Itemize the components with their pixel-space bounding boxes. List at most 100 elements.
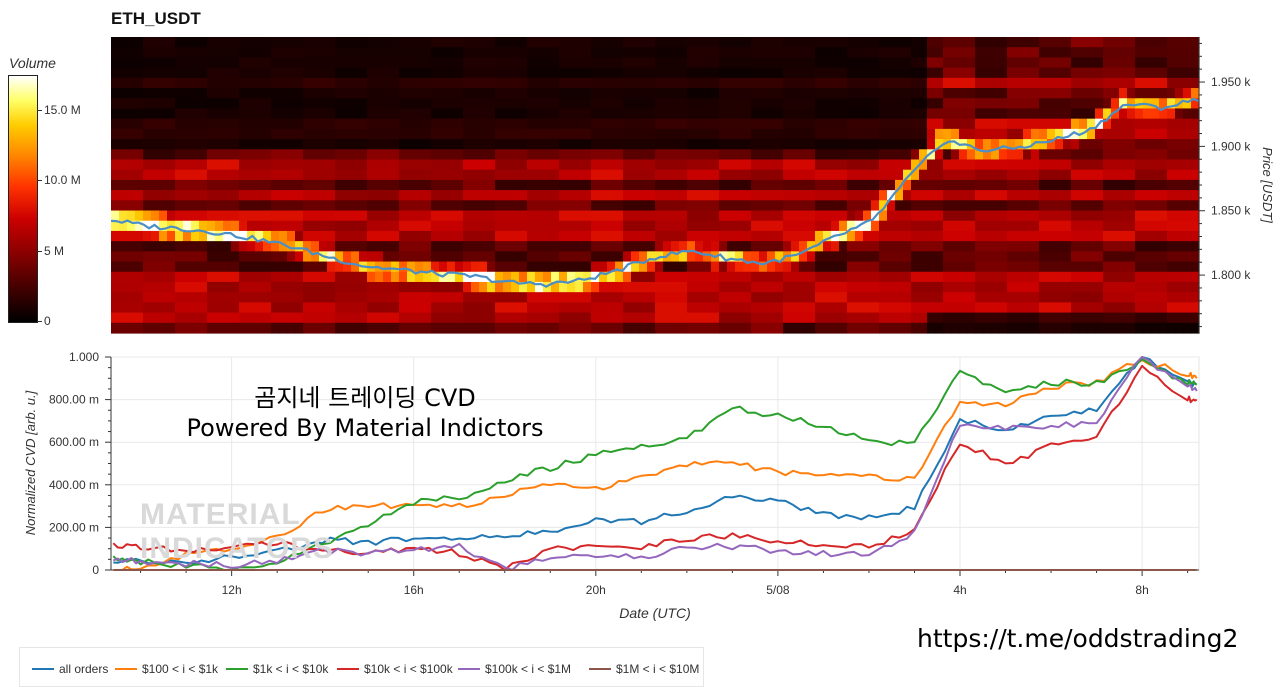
- heatmap-cell: [879, 312, 888, 324]
- heatmap-cell: [1087, 230, 1096, 242]
- heatmap-cell: [783, 281, 792, 293]
- heatmap-cell: [215, 271, 224, 283]
- heatmap-cell: [543, 230, 552, 242]
- heatmap-cell: [1103, 88, 1112, 99]
- heatmap-cell: [183, 302, 192, 314]
- heatmap-cell: [223, 200, 232, 212]
- heatmap-cell: [303, 37, 312, 48]
- heatmap-cell: [623, 230, 632, 242]
- heatmap-cell: [583, 47, 592, 59]
- heatmap-cell: [455, 230, 464, 242]
- heatmap-cell: [895, 47, 904, 59]
- heatmap-cell: [271, 251, 280, 263]
- heatmap-cell: [559, 57, 568, 69]
- heatmap-cell: [767, 149, 776, 161]
- heatmap-cell: [1039, 169, 1048, 181]
- heatmap-cell: [1039, 47, 1048, 59]
- heatmap-cell: [127, 322, 136, 334]
- heatmap-cell: [703, 67, 712, 79]
- heatmap-cell: [471, 169, 480, 181]
- heatmap-cell: [1047, 108, 1056, 120]
- cvd-x-tick-label: 8h: [1135, 583, 1148, 597]
- heatmap-cell: [327, 169, 336, 181]
- heatmap-cell: [815, 77, 824, 89]
- heatmap-cell: [775, 88, 784, 99]
- heatmap-cell: [991, 292, 1000, 303]
- heatmap-cell: [695, 37, 704, 48]
- heatmap-cell: [135, 312, 144, 324]
- heatmap-cell: [991, 88, 1000, 99]
- heatmap-cell: [1135, 128, 1144, 140]
- heatmap-cell: [175, 271, 184, 283]
- heatmap-cell: [415, 210, 424, 222]
- heatmap-cell: [847, 149, 856, 161]
- heatmap-cell: [679, 251, 688, 263]
- heatmap-cell: [527, 98, 536, 110]
- heatmap-cell: [967, 241, 976, 252]
- heatmap-cell: [1151, 169, 1160, 181]
- heatmap-cell: [1151, 37, 1160, 48]
- heatmap-cell: [919, 47, 928, 59]
- heatmap-cell: [1031, 220, 1040, 232]
- heatmap-cell: [455, 37, 464, 48]
- heatmap-cell: [623, 312, 632, 324]
- heatmap-cell: [423, 241, 432, 252]
- heatmap-cell: [1031, 179, 1040, 191]
- legend-item[interactable]: $1M < i < $10M: [589, 662, 699, 676]
- heatmap-cell: [671, 47, 680, 59]
- heatmap-cell: [967, 292, 976, 303]
- legend-item[interactable]: $1k < i < $10k: [226, 662, 328, 676]
- heatmap-cell: [951, 210, 960, 222]
- heatmap-cell: [887, 261, 896, 273]
- heatmap-cell: [415, 169, 424, 181]
- heatmap-cell: [1175, 77, 1184, 89]
- heatmap-cell: [903, 251, 912, 263]
- heatmap-cell: [111, 251, 120, 263]
- legend-item[interactable]: all orders: [32, 662, 108, 676]
- heatmap-cell: [1159, 179, 1168, 191]
- legend-item[interactable]: $100 < i < $1k: [115, 662, 218, 676]
- heatmap-cell: [935, 200, 944, 212]
- heatmap-cell: [263, 230, 272, 242]
- heatmap-cell: [895, 67, 904, 79]
- heatmap-cell: [999, 159, 1008, 171]
- heatmap-cell: [1079, 159, 1088, 171]
- heatmap-cell: [991, 241, 1000, 252]
- heatmap-cell: [111, 57, 120, 69]
- heatmap-cell: [303, 47, 312, 59]
- heatmap-cell: [431, 261, 440, 273]
- heatmap-cell: [615, 220, 624, 232]
- heatmap-cell: [1095, 67, 1104, 79]
- heatmap-cell: [399, 302, 408, 314]
- heatmap-cell: [871, 292, 880, 303]
- heatmap-cell: [847, 139, 856, 150]
- heatmap-cell: [1015, 190, 1024, 201]
- heatmap-cell: [143, 149, 152, 161]
- heatmap-cell: [727, 128, 736, 140]
- heatmap-cell: [943, 88, 952, 99]
- heatmap-cell: [647, 292, 656, 303]
- heatmap-cell: [927, 159, 936, 171]
- heatmap-cell: [1135, 37, 1144, 48]
- heatmap-cell: [919, 77, 928, 89]
- legend-item[interactable]: $10k < i < $100k: [337, 662, 453, 676]
- heatmap-cell: [911, 281, 920, 293]
- heatmap-cell: [1063, 230, 1072, 242]
- heatmap-cell: [991, 67, 1000, 79]
- legend-item[interactable]: $100k < i < $1M: [458, 662, 571, 676]
- heatmap-cell: [511, 118, 520, 130]
- heatmap-cell: [903, 261, 912, 273]
- heatmap-cell: [903, 271, 912, 283]
- heatmap-cell: [743, 281, 752, 293]
- heatmap-cell: [999, 98, 1008, 110]
- heatmap-cell: [319, 108, 328, 120]
- heatmap-cell: [1183, 271, 1192, 283]
- heatmap-cell: [1183, 230, 1192, 242]
- heatmap-cell: [159, 47, 168, 59]
- heatmap-cell: [287, 241, 296, 252]
- heatmap-cell: [1119, 98, 1128, 110]
- heatmap-cell: [239, 179, 248, 191]
- heatmap-cell: [511, 139, 520, 150]
- heatmap-cell: [1111, 37, 1120, 48]
- heatmap-cell: [799, 200, 808, 212]
